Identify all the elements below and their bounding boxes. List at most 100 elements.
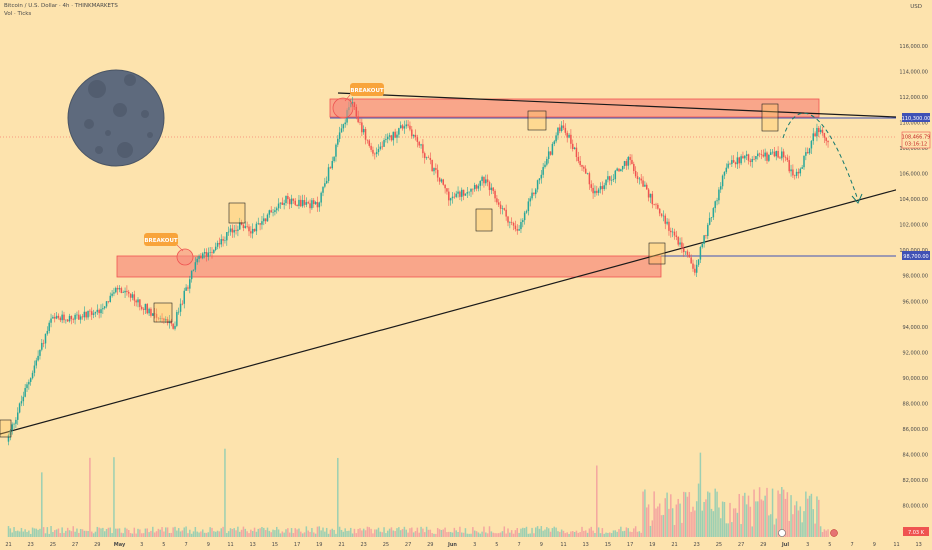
candle-body[interactable] xyxy=(392,131,395,141)
candle-body[interactable] xyxy=(381,146,383,148)
candle-body[interactable] xyxy=(725,167,728,172)
candle-body[interactable] xyxy=(544,164,546,168)
candle-body[interactable] xyxy=(607,176,609,180)
candle-body[interactable] xyxy=(566,132,568,138)
candle-body[interactable] xyxy=(444,184,446,189)
candle-body[interactable] xyxy=(279,202,282,204)
candle-body[interactable] xyxy=(795,171,798,176)
candle-body[interactable] xyxy=(183,290,186,304)
candle-body[interactable] xyxy=(485,179,487,184)
candle-body[interactable] xyxy=(468,191,470,193)
candle-body[interactable] xyxy=(742,156,744,159)
candle-body[interactable] xyxy=(55,315,58,319)
candle-body[interactable] xyxy=(431,159,433,172)
candle-body[interactable] xyxy=(727,163,729,168)
candle-body[interactable] xyxy=(261,221,263,225)
candle-body[interactable] xyxy=(533,192,535,195)
breakout-badge[interactable] xyxy=(144,233,178,246)
candle-body[interactable] xyxy=(177,311,180,313)
candle-body[interactable] xyxy=(790,169,792,172)
candle-body[interactable] xyxy=(738,157,741,164)
candle-body[interactable] xyxy=(161,318,163,319)
candle-body[interactable] xyxy=(361,122,363,133)
candle-body[interactable] xyxy=(745,154,748,156)
candle-body[interactable] xyxy=(675,235,678,237)
candle-body[interactable] xyxy=(9,430,12,436)
candle-body[interactable] xyxy=(242,224,245,229)
candle-body[interactable] xyxy=(133,294,136,301)
candle-body[interactable] xyxy=(449,198,452,201)
last-price-tag[interactable] xyxy=(901,131,931,149)
candle-body[interactable] xyxy=(20,401,23,404)
candle-body[interactable] xyxy=(155,313,158,318)
candle-body[interactable] xyxy=(538,178,541,181)
candle-body[interactable] xyxy=(41,342,43,350)
candle-body[interactable] xyxy=(172,323,174,329)
candle-body[interactable] xyxy=(806,152,809,154)
candle-body[interactable] xyxy=(699,247,702,260)
candle-body[interactable] xyxy=(198,256,200,259)
candle-body[interactable] xyxy=(433,168,435,172)
candle-body[interactable] xyxy=(226,232,228,241)
candle-body[interactable] xyxy=(551,143,554,155)
candle-body[interactable] xyxy=(140,306,143,309)
candle-body[interactable] xyxy=(333,156,335,162)
candle-body[interactable] xyxy=(372,149,374,154)
candle-body[interactable] xyxy=(570,134,572,144)
candle-body[interactable] xyxy=(416,137,419,142)
candle-body[interactable] xyxy=(142,308,145,310)
candle-body[interactable] xyxy=(805,152,807,156)
candle-body[interactable] xyxy=(272,211,274,213)
candle-body[interactable] xyxy=(320,192,322,203)
candle-body[interactable] xyxy=(220,239,223,245)
candle-body[interactable] xyxy=(781,151,783,159)
candle-body[interactable] xyxy=(96,309,99,312)
candle-body[interactable] xyxy=(287,195,289,200)
candle-body[interactable] xyxy=(529,198,531,202)
candle-body[interactable] xyxy=(568,134,570,138)
candle-body[interactable] xyxy=(751,159,753,163)
candle-body[interactable] xyxy=(26,384,28,389)
candle-body[interactable] xyxy=(523,212,526,221)
candle-body[interactable] xyxy=(264,218,267,222)
candle-body[interactable] xyxy=(311,200,313,209)
candle-body[interactable] xyxy=(135,300,137,303)
candle-body[interactable] xyxy=(290,198,293,205)
candle-body[interactable] xyxy=(368,140,371,146)
candle-body[interactable] xyxy=(686,251,689,255)
candle-body[interactable] xyxy=(436,169,439,178)
candle-body[interactable] xyxy=(263,218,265,222)
candle-body[interactable] xyxy=(712,208,715,218)
candle-body[interactable] xyxy=(129,293,132,298)
candle-body[interactable] xyxy=(749,160,752,163)
candle-body[interactable] xyxy=(573,147,576,150)
candle-body[interactable] xyxy=(757,153,759,157)
candle-body[interactable] xyxy=(87,310,89,318)
candle-body[interactable] xyxy=(189,279,191,289)
candle-body[interactable] xyxy=(218,242,221,245)
candle-body[interactable] xyxy=(13,423,15,425)
candle-body[interactable] xyxy=(658,208,661,214)
candle-body[interactable] xyxy=(794,175,796,177)
candle-body[interactable] xyxy=(374,153,376,155)
candle-body[interactable] xyxy=(459,191,461,197)
candle-body[interactable] xyxy=(48,322,50,331)
candle-body[interactable] xyxy=(647,189,650,198)
candle-body[interactable] xyxy=(7,435,10,442)
candle-body[interactable] xyxy=(412,134,415,137)
candle-body[interactable] xyxy=(546,158,548,165)
candle-body[interactable] xyxy=(601,186,604,190)
breakout-badge[interactable] xyxy=(350,83,384,96)
candle-body[interactable] xyxy=(597,189,600,193)
candle-body[interactable] xyxy=(697,259,700,265)
candle-body[interactable] xyxy=(662,215,665,217)
candle-body[interactable] xyxy=(176,312,178,326)
candle-body[interactable] xyxy=(70,315,73,320)
candle-body[interactable] xyxy=(762,154,765,157)
candle-body[interactable] xyxy=(17,412,19,420)
candle-body[interactable] xyxy=(61,314,63,321)
candle-body[interactable] xyxy=(179,303,182,312)
candle-body[interactable] xyxy=(625,161,628,166)
